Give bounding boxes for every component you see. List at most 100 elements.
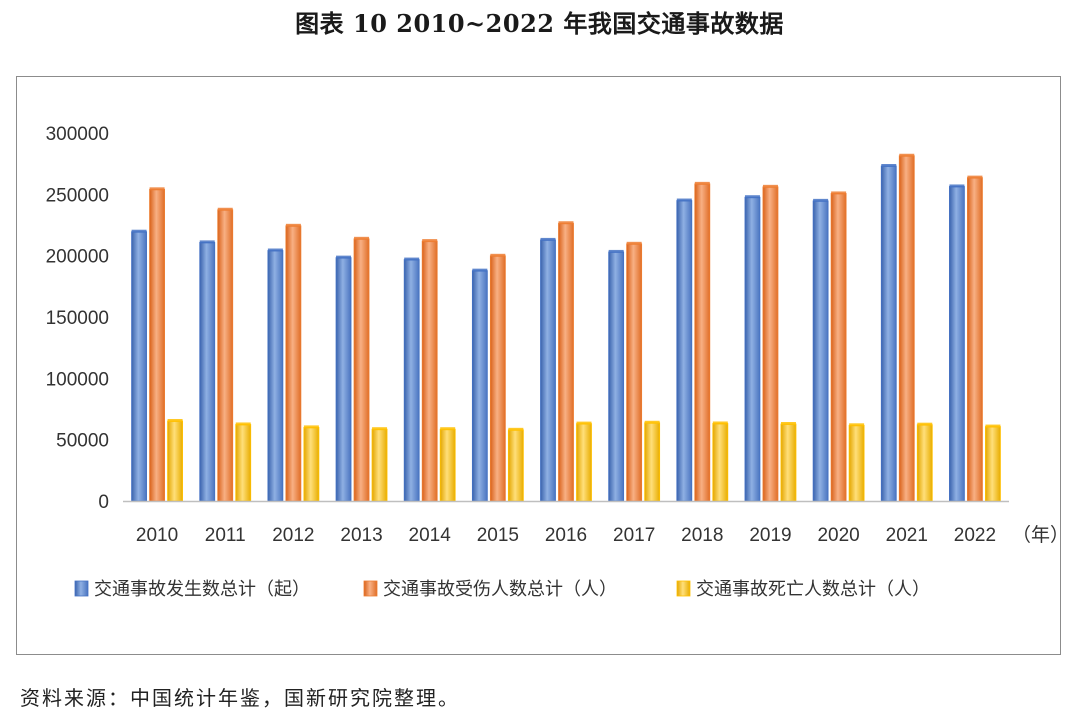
bar-cap <box>440 427 456 431</box>
bar-series-3-2017 <box>644 422 661 502</box>
x-tick-label: 2022 <box>954 525 996 546</box>
legend-swatch-1 <box>74 580 89 597</box>
bar-series-1-2017 <box>608 251 625 502</box>
bar-cap <box>372 427 388 431</box>
x-axis-unit-label: （年） <box>1012 524 1062 546</box>
bar-series-2-2011 <box>217 209 234 502</box>
bar-cap <box>849 423 865 427</box>
bar-series-3-2010 <box>167 420 183 502</box>
bar-series-2-2017 <box>626 243 643 502</box>
bar-cap <box>985 424 1001 428</box>
bar-chart: 0 50000 100000 150000 200000 250000 300000 201… <box>46 124 1062 600</box>
bar-cap <box>608 249 624 253</box>
y-tick-label: 150000 <box>46 308 109 329</box>
bar-series-1-2011 <box>199 242 216 502</box>
bar-cap <box>899 153 915 157</box>
y-tick-label: 0 <box>98 492 109 513</box>
bar-series-2-2010 <box>149 188 165 502</box>
bar-cap <box>712 421 728 425</box>
bar-series-3-2011 <box>235 424 252 502</box>
bar-series-1-2016 <box>540 239 556 502</box>
bar-cap <box>472 268 488 272</box>
chart-title: 图表 10 2010~2022 年我国交通事故数据 <box>295 9 784 38</box>
bar-cap <box>762 184 778 188</box>
bars-group <box>131 153 1001 502</box>
bar-series-3-2021 <box>916 424 933 502</box>
bar-cap <box>422 239 438 243</box>
x-tick-label: 2012 <box>272 525 314 546</box>
bar-series-2-2019 <box>762 186 779 502</box>
bar-cap <box>199 240 215 244</box>
chart-frame: 0 50000 100000 150000 200000 250000 300000 201… <box>16 76 1062 655</box>
bar-series-1-2015 <box>471 270 488 502</box>
x-tick-label: 2011 <box>205 525 246 546</box>
bar-cap <box>949 184 965 188</box>
bar-cap <box>267 248 283 252</box>
bar-series-3-2016 <box>576 423 592 502</box>
legend-swatch-3 <box>676 580 691 597</box>
bar-cap <box>336 255 352 259</box>
bar-series-3-2015 <box>507 429 524 502</box>
bar-series-2-2016 <box>558 222 574 502</box>
bar-cap <box>490 253 506 257</box>
bar-series-1-2021 <box>880 165 897 502</box>
y-axis-ticks: 0 50000 100000 150000 200000 250000 300000 <box>46 124 109 513</box>
x-tick-label: 2019 <box>749 525 791 546</box>
bar-series-3-2018 <box>712 423 729 502</box>
bar-series-1-2010 <box>131 231 147 502</box>
bar-cap <box>917 422 933 426</box>
bar-cap <box>558 221 574 225</box>
bar-cap <box>285 223 301 227</box>
bar-cap <box>744 195 760 199</box>
bar-series-2-2020 <box>830 193 847 502</box>
legend-label-1: 交通事故发生数总计（起） <box>94 579 310 600</box>
bar-series-2-2018 <box>694 183 711 502</box>
bar-series-3-2022 <box>985 426 1001 502</box>
x-tick-label: 2013 <box>340 525 382 546</box>
legend-label-2: 交通事故受伤人数总计（人） <box>383 579 617 600</box>
bar-cap <box>303 425 319 429</box>
bar-cap <box>813 198 829 202</box>
x-axis-ticks: 2010 2011 2012 2013 2014 2015 2016 2017 2018 2019… <box>136 525 996 546</box>
bar-series-1-2014 <box>403 259 420 502</box>
bar-cap <box>131 229 147 233</box>
x-tick-label: 2018 <box>681 525 723 546</box>
legend-label-3: 交通事故死亡人数总计（人） <box>696 579 930 600</box>
bar-cap <box>967 175 983 179</box>
bar-series-3-2020 <box>848 424 865 502</box>
bar-series-2-2014 <box>421 240 438 502</box>
x-tick-label: 2016 <box>545 525 587 546</box>
bar-series-2-2013 <box>353 238 370 502</box>
bar-cap <box>644 420 660 424</box>
bar-cap <box>626 241 642 245</box>
bar-series-3-2013 <box>371 428 388 502</box>
bar-cap <box>149 187 165 191</box>
legend: 交通事故发生数总计（起） 交通事故受伤人数总计（人） 交通事故死亡人数总计（人） <box>74 579 930 600</box>
bar-cap <box>540 237 556 241</box>
bar-cap <box>576 421 592 425</box>
bar-cap <box>217 207 233 211</box>
x-tick-label: 2010 <box>136 525 178 546</box>
x-tick-label: 2014 <box>409 525 452 546</box>
bar-series-2-2012 <box>285 225 302 502</box>
legend-swatch-2 <box>363 580 378 597</box>
bar-series-1-2022 <box>949 186 965 502</box>
bar-series-1-2019 <box>744 196 761 502</box>
source-note: 资料来源：中国统计年鉴，国新研究院整理。 <box>20 686 460 710</box>
bar-series-1-2020 <box>812 200 829 502</box>
bar-series-3-2014 <box>439 428 456 502</box>
bar-cap <box>831 191 847 195</box>
y-tick-label: 100000 <box>46 369 109 390</box>
bar-series-2-2015 <box>489 255 506 502</box>
y-tick-label: 200000 <box>46 247 109 268</box>
bar-series-3-2019 <box>780 423 797 502</box>
y-tick-label: 300000 <box>46 124 109 145</box>
x-tick-label: 2020 <box>817 525 859 546</box>
bar-series-3-2012 <box>303 427 320 502</box>
bar-cap <box>676 198 692 202</box>
bar-cap <box>694 181 710 185</box>
bar-cap <box>881 163 897 167</box>
bar-cap <box>167 418 183 422</box>
y-tick-label: 250000 <box>46 185 109 206</box>
bar-cap <box>404 257 420 261</box>
